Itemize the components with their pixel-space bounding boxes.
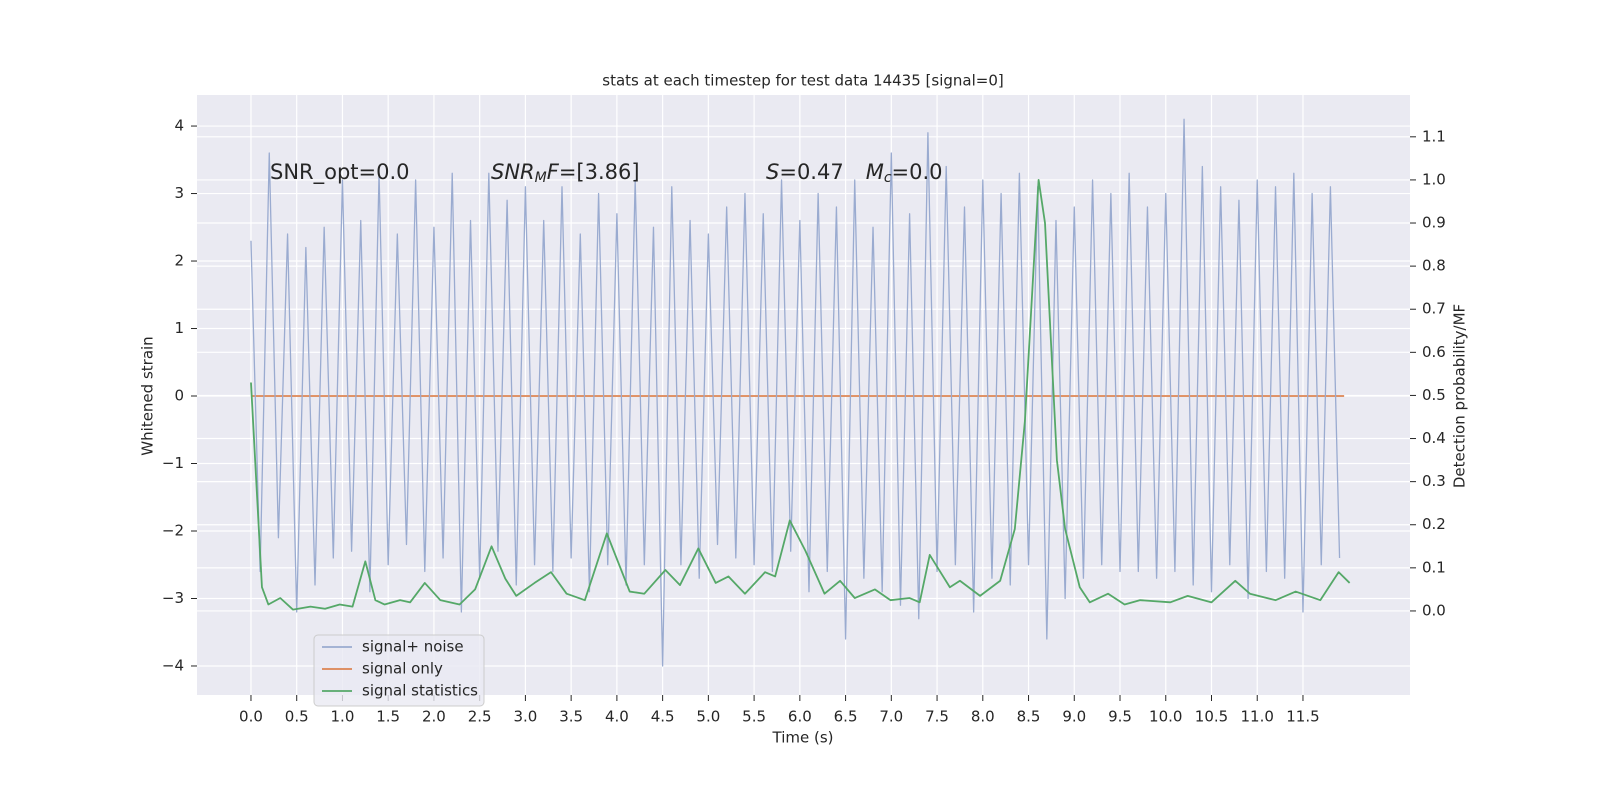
y2-tick-label: 0.6 [1422,343,1446,361]
y2-tick-label: 0.0 [1422,601,1446,619]
chart-title: stats at each timestep for test data 144… [602,72,1003,90]
x-tick-label: 1.5 [376,708,400,726]
y2-tick-label: 0.8 [1422,257,1446,275]
x-tick-label: 7.0 [879,708,903,726]
x-tick-label: 0.5 [285,708,309,726]
y-tick-label: −3 [162,589,184,607]
annotation-part: SNR_opt=0.0 [270,160,410,185]
annotation: SNRMF=[3.86] [491,160,640,186]
legend-label: signal only [362,660,443,678]
series-line [250,179,1351,611]
annotation-part: M [535,170,547,186]
y2-tick-label: 0.4 [1422,429,1446,447]
y2-tick-label: 0.1 [1422,558,1446,576]
x-tick-label: 0.0 [239,708,263,726]
annotation-part: =[3.86] [559,160,640,184]
y-axis-label: Whitened strain [139,336,157,455]
legend-label: signal+ noise [362,638,464,656]
y-tick-label: −1 [162,454,184,472]
annotation-part: =0.0 [892,160,943,184]
x-tick-label: 8.0 [971,708,995,726]
y2-tick-label: 1.0 [1422,170,1446,188]
annotation-part: M [866,160,884,184]
legend-label: signal statistics [362,682,478,700]
y-tick-label: 4 [174,117,184,135]
x-tick-label: 1.0 [331,708,355,726]
annotation-part: =0.47 [779,160,843,184]
x-tick-label: 5.5 [742,708,766,726]
y2-tick-label: 0.9 [1422,214,1446,232]
x-tick-label: 4.5 [651,708,675,726]
annotation-part: SNR [491,160,535,184]
y-tick-label: 0 [174,387,184,405]
y2-tick-label: 0.5 [1422,386,1446,404]
x-tick-label: 6.5 [834,708,858,726]
x-tick-label: 10.0 [1149,708,1182,726]
annotation-part: F [547,160,560,184]
y-tick-label: −2 [162,521,184,539]
x-tick-label: 2.5 [468,708,492,726]
annotation: S=0.47 Mc=0.0 [766,160,943,186]
y2-tick-label: 0.2 [1422,515,1446,533]
x-tick-label: 8.5 [1017,708,1041,726]
x-tick-label: 2.0 [422,708,446,726]
x-tick-label: 5.0 [696,708,720,726]
y2-tick-label: 1.1 [1422,127,1446,145]
y-tick-label: −4 [162,656,184,674]
y-tick-label: 3 [174,184,184,202]
x-tick-label: 11.5 [1286,708,1319,726]
y2-tick-label: 0.3 [1422,472,1446,490]
y2-axis-label: Detection probability/MF [1451,304,1469,488]
x-tick-label: 9.0 [1062,708,1086,726]
x-tick-label: 11.0 [1241,708,1274,726]
x-tick-label: 6.0 [788,708,812,726]
y-tick-label: 2 [174,252,184,270]
x-tick-label: 7.5 [925,708,949,726]
annotation-part: c [884,170,892,186]
x-tick-label: 10.5 [1195,708,1228,726]
x-axis-label: Time (s) [772,729,834,747]
x-tick-label: 9.5 [1108,708,1132,726]
annotation-part: S [766,160,779,184]
x-tick-label: 4.0 [605,708,629,726]
x-tick-label: 3.5 [559,708,583,726]
x-tick-label: 3.0 [513,708,537,726]
series-line [250,118,1341,667]
annotation: SNR_opt=0.0 [270,160,410,185]
legend: signal+ noise signal only signal statistic… [313,634,485,707]
y2-tick-label: 0.7 [1422,300,1446,318]
legend-box [313,634,485,707]
y-tick-label: 1 [174,319,184,337]
